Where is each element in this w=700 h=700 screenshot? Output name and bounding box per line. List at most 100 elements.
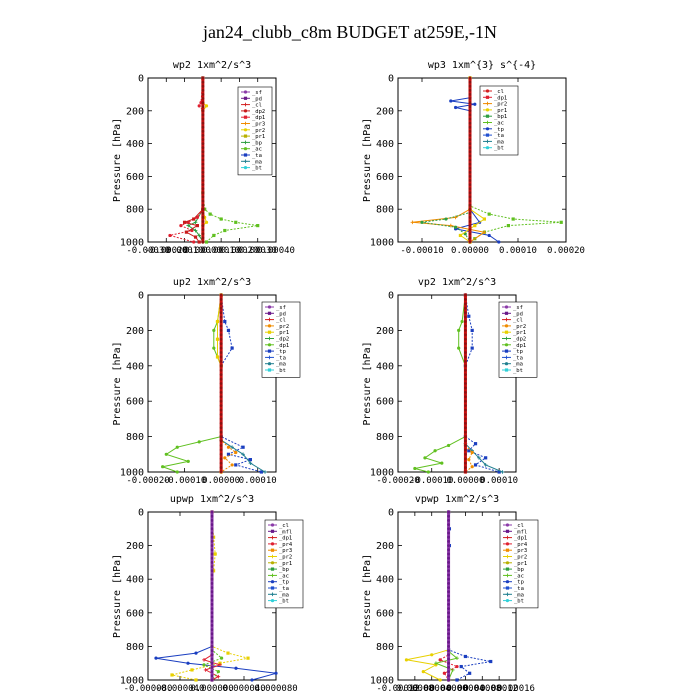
legend-entry: _mfl	[279, 529, 292, 535]
y-tick-label: 400	[376, 575, 394, 586]
y-tick-label: 0	[138, 74, 144, 85]
x-tick-label: 0.00020	[220, 246, 258, 256]
plot-frame	[397, 294, 517, 473]
legend-entry: _dp1	[279, 536, 292, 542]
x-tick-label: -0.000080	[124, 684, 173, 694]
y-tick-label: 600	[376, 397, 394, 408]
legend-entry: _bp	[252, 140, 262, 146]
chart-panel-3: up2 1xm^2/s^3 Pressure [hPa] 0 200 400 600 800…	[112, 277, 301, 486]
y-tick-label: 200	[376, 106, 394, 117]
x-tick-label: 0.000000	[190, 684, 233, 694]
y-axis-label: Pressure [hPa]	[362, 118, 373, 202]
legend-entry: _cl	[279, 523, 289, 529]
y-tick-label: 1000	[120, 676, 144, 687]
y-axis-label: Pressure [hPa]	[112, 554, 123, 638]
y-tick-label: 200	[376, 541, 394, 552]
legend-entry: _pr1	[494, 108, 507, 114]
legend-entry: _dp1	[276, 343, 289, 349]
y-tick-label: 1000	[370, 468, 394, 479]
y-tick-label: 400	[126, 575, 144, 586]
legend-entry: _dp1	[514, 536, 527, 542]
series-line-dp1	[414, 294, 466, 473]
x-tick-label: 0.00040	[257, 246, 295, 256]
x-tick-label: 0.00030	[239, 246, 277, 256]
legend-entry: _ma	[494, 139, 504, 145]
legend-entry: _dp2	[276, 337, 289, 343]
y-tick-label: 1000	[370, 676, 394, 687]
y-tick-label: 400	[376, 139, 394, 150]
legend-entry: _ta	[494, 133, 504, 139]
y-tick-label: 0	[388, 508, 394, 519]
legend-entry: _pd	[252, 96, 262, 102]
series-line-pr2	[406, 512, 450, 681]
y-tick-label: 400	[126, 139, 144, 150]
panel-title: vpwp 1xm^2/s^3	[415, 494, 499, 505]
legend-entry: _dp1	[494, 95, 507, 101]
legend-entry: _pr4	[514, 542, 528, 548]
legend-entry: _bt	[513, 368, 523, 374]
y-axis-label: Pressure [hPa]	[112, 118, 123, 202]
x-tick-label: 0.00010	[166, 246, 204, 256]
y-tick-label: 800	[376, 205, 394, 216]
chart-panel-5: upwp 1xm^2/s^3 Pressure [hPa] 0 200 400 600 80…	[112, 494, 304, 694]
y-tick-label: 600	[126, 172, 144, 183]
legend-entry: _ac	[252, 147, 262, 153]
series-line-tp	[464, 294, 500, 473]
plot-frame	[147, 294, 277, 473]
y-tick-label: 1000	[120, 468, 144, 479]
x-tick-label: 0.00010	[239, 476, 277, 486]
legend-entry: _tp	[513, 349, 523, 355]
legend-entry: _pr3	[514, 548, 527, 554]
legend-entry: _tp	[514, 580, 524, 586]
legend-entry: _tp	[276, 349, 286, 355]
legend-entry: _ma	[514, 592, 524, 598]
y-tick-label: 800	[376, 642, 394, 653]
legend: _cl_dp1_pr2_pr1_bp1_ac_tp_ta_ma_bt	[479, 85, 519, 156]
legend-entry: _ma	[276, 362, 286, 368]
y-tick-label: 1000	[370, 238, 394, 249]
x-tick-label: 0.00008	[463, 684, 501, 694]
y-tick-label: 0	[138, 291, 144, 302]
figure-title: jan24_clubb_c8m BUDGET at259E,-1N	[202, 22, 497, 42]
x-tick-label: 0.00010	[202, 246, 240, 256]
y-tick-label: 0	[388, 291, 394, 302]
legend-entry: _mfl	[514, 529, 527, 535]
legend-entry: _dp2	[513, 337, 526, 343]
legend-entry: _pr2	[494, 102, 507, 108]
y-tick-label: 400	[126, 361, 144, 372]
legend-entry: _bp	[514, 567, 524, 573]
x-tick-label: 0.00000	[451, 246, 489, 256]
x-tick-label: -0.00010	[400, 246, 443, 256]
y-tick-label: 600	[376, 608, 394, 619]
y-tick-label: 800	[126, 205, 144, 216]
legend-entry: _cl	[252, 103, 262, 109]
y-tick-label: 200	[126, 326, 144, 337]
legend-entry: _pd	[276, 311, 286, 317]
panel-title: wp2 1xm^2/s^3	[173, 60, 251, 71]
x-tick-label: -0.00012	[376, 684, 419, 694]
legend-entry: _ma	[252, 159, 262, 165]
legend-entry: _pr3	[252, 122, 265, 128]
x-tick-label: -0.00010	[163, 476, 206, 486]
panel-title: upwp 1xm^2/s^3	[170, 494, 254, 505]
chart-panel-4: vp2 1xm^2/s^3 Pressure [hPa] 0 200 400 600 800…	[362, 277, 538, 486]
x-tick-label: 0.00012	[480, 684, 518, 694]
legend-entry: _dp1	[513, 343, 526, 349]
x-tick-label: -0.00020	[145, 246, 188, 256]
legend: _cl_mfl_dp1_pr4_pr3_pr2_pr1_bp_ac_tp_ta_…	[264, 519, 304, 609]
x-tick-label: 0.000080	[254, 684, 297, 694]
panel-title: vp2 1xm^2/s^3	[418, 277, 496, 288]
series-line-tp	[155, 512, 277, 681]
series-line-pr2	[171, 511, 249, 681]
x-tick-label: 0.00000	[446, 476, 484, 486]
x-tick-label: -0.00020	[126, 476, 169, 486]
x-tick-label: -0.00030	[126, 246, 169, 256]
legend-entry: _bt	[276, 368, 286, 374]
y-tick-label: 800	[126, 432, 144, 443]
x-tick-label: 0.00010	[499, 246, 537, 256]
legend-entry: _ac	[279, 573, 289, 579]
legend: _cl_mfl_dp1_pr4_pr3_pr2_pr1_bp_ac_tp_ta_…	[499, 519, 539, 609]
legend-entry: _ma	[513, 362, 523, 368]
legend-entry: _ta	[514, 586, 524, 592]
